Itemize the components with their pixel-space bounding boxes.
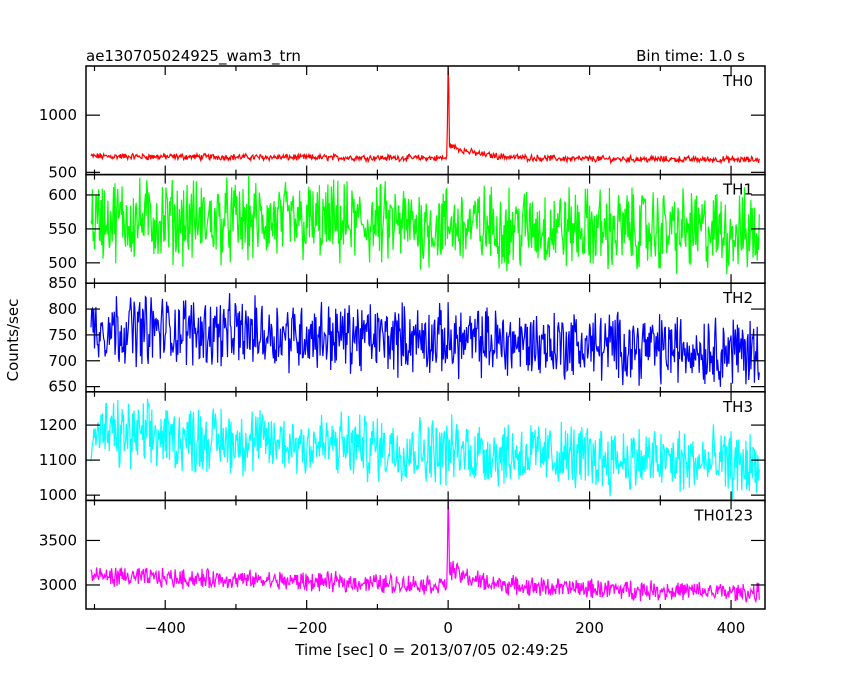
y-tick-label-TH2: 700: [48, 352, 77, 370]
series-line-TH1: [90, 176, 760, 275]
y-tick-label-TH2: 800: [48, 300, 77, 318]
y-tick-label-TH1: 500: [48, 254, 77, 272]
y-tick-label-TH3: 1100: [39, 451, 77, 469]
y-tick-label-TH3: 1000: [39, 486, 77, 504]
panel-label-TH1: TH1: [722, 181, 753, 199]
y-tick-label-TH0123: 3500: [39, 531, 77, 549]
x-tick-label: 0: [443, 619, 453, 637]
x-tick-label: −200: [286, 619, 327, 637]
panel-label-TH0: TH0: [722, 72, 753, 90]
y-tick-label-TH2: 850: [48, 274, 77, 292]
panel-label-TH0123: TH0123: [693, 506, 753, 524]
x-tick-label: 400: [717, 619, 746, 637]
series-line-TH0: [90, 65, 760, 165]
y-tick-label-TH3: 1200: [39, 416, 77, 434]
panel-label-TH3: TH3: [722, 398, 753, 416]
x-tick-label: −400: [145, 619, 186, 637]
y-tick-label-TH1: 550: [48, 220, 77, 238]
x-tick-label: 200: [575, 619, 604, 637]
series-line-TH0123: [90, 500, 760, 604]
panels-group: TH0 500 1000 TH1 500 550 600 TH2 650 700 750 800 850…: [39, 65, 766, 637]
series-line-TH2: [90, 293, 760, 387]
x-axis-label: Time [sec] 0 = 2013/07/05 02:49:25: [294, 641, 568, 659]
bin-time-label: Bin time: 1.0 s: [636, 47, 745, 65]
series-line-TH3: [90, 398, 760, 501]
y-tick-label-TH2: 650: [48, 378, 77, 396]
y-tick-label-TH0123: 3000: [39, 576, 77, 594]
panel-frame-TH0123: [85, 499, 766, 610]
y-tick-label-TH1: 600: [48, 186, 77, 204]
y-tick-label-TH0: 1000: [39, 106, 77, 124]
chart-title: ae130705024925_wam3_trn: [86, 47, 301, 66]
y-tick-label-TH0: 500: [48, 163, 77, 181]
panel-label-TH2: TH2: [722, 289, 753, 307]
y-tick-label-TH2: 750: [48, 326, 77, 344]
y-axis-label: Counts/sec: [4, 299, 22, 382]
